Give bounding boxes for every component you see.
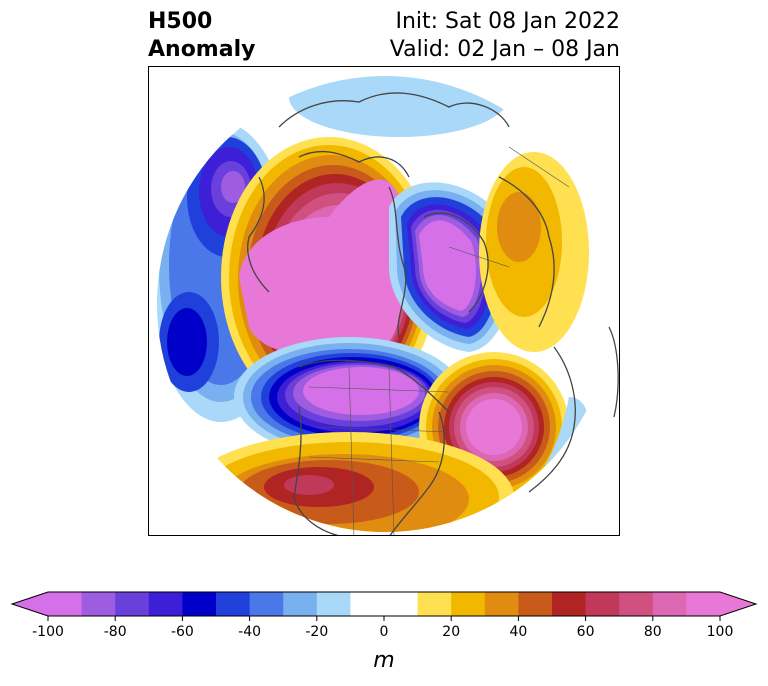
- colorbar-segment: [619, 592, 654, 616]
- colorbar-tick-label: 60: [577, 624, 595, 640]
- colorbar-tick-label: -40: [238, 624, 261, 640]
- colorbar-segment: [182, 592, 217, 616]
- colorbar-segment: [451, 592, 486, 616]
- colorbar-segment: [216, 592, 251, 616]
- colorbar-extend-low: [12, 592, 48, 616]
- anomaly-field: [157, 76, 589, 532]
- colorbar-segment: [552, 592, 587, 616]
- colorbar-ticks: -100 -80 -60 -40 -20 0 20 40 60 80 100: [32, 616, 733, 640]
- colorbar-segment: [148, 592, 183, 616]
- colorbar-segment: [585, 592, 620, 616]
- map-svg: [157, 76, 619, 535]
- colorbar-segments: [10, 591, 758, 617]
- colorbar-segment: [249, 592, 284, 616]
- colorbar-segment: [350, 592, 419, 616]
- borders: [308, 146, 570, 535]
- title-line-2: Anomaly: [148, 37, 256, 62]
- colorbar-segment: [417, 592, 452, 616]
- colorbar-segment: [518, 592, 553, 616]
- colorbar-segment: [81, 592, 116, 616]
- map-title: H500 Anomaly: [148, 8, 255, 64]
- colorbar-tick-label: 20: [442, 624, 460, 640]
- coastlines: [247, 92, 619, 535]
- colorbar-extend-high: [720, 592, 756, 616]
- init-date: Init: Sat 08 Jan 2022: [395, 9, 620, 34]
- colorbar-segment: [115, 592, 150, 616]
- colorbar-tick-label: -80: [104, 624, 127, 640]
- colorbar-segment: [316, 592, 351, 616]
- colorbar-tick-label: -20: [305, 624, 328, 640]
- title-line-1: H500: [148, 9, 213, 34]
- map-info: Init: Sat 08 Jan 2022 Valid: 02 Jan – 08…: [390, 8, 620, 64]
- colorbar-tick-label: 40: [509, 624, 527, 640]
- valid-range: Valid: 02 Jan – 08 Jan: [389, 37, 620, 62]
- colorbar-unit: m: [373, 648, 395, 673]
- colorbar-segment: [686, 592, 721, 616]
- anomaly-europe-positive: [479, 152, 589, 352]
- colorbar-segment: [283, 592, 318, 616]
- colorbar-tick-label: -100: [32, 624, 64, 640]
- anomaly-top-blue: [289, 76, 509, 137]
- anomaly-atlantic-blue: [509, 397, 588, 507]
- colorbar-tick-label: 80: [644, 624, 662, 640]
- colorbar-tick-label: 100: [707, 624, 734, 640]
- colorbar-segment: [484, 592, 519, 616]
- colorbar-segment: [652, 592, 687, 616]
- colorbar: -100 -80 -60 -40 -20 0 20 40 60 80 100: [10, 591, 758, 640]
- colorbar-segment: [48, 592, 83, 616]
- colorbar-tick-label: 0: [380, 624, 389, 640]
- anomaly-map: [148, 66, 620, 536]
- colorbar-tick-label: -60: [171, 624, 194, 640]
